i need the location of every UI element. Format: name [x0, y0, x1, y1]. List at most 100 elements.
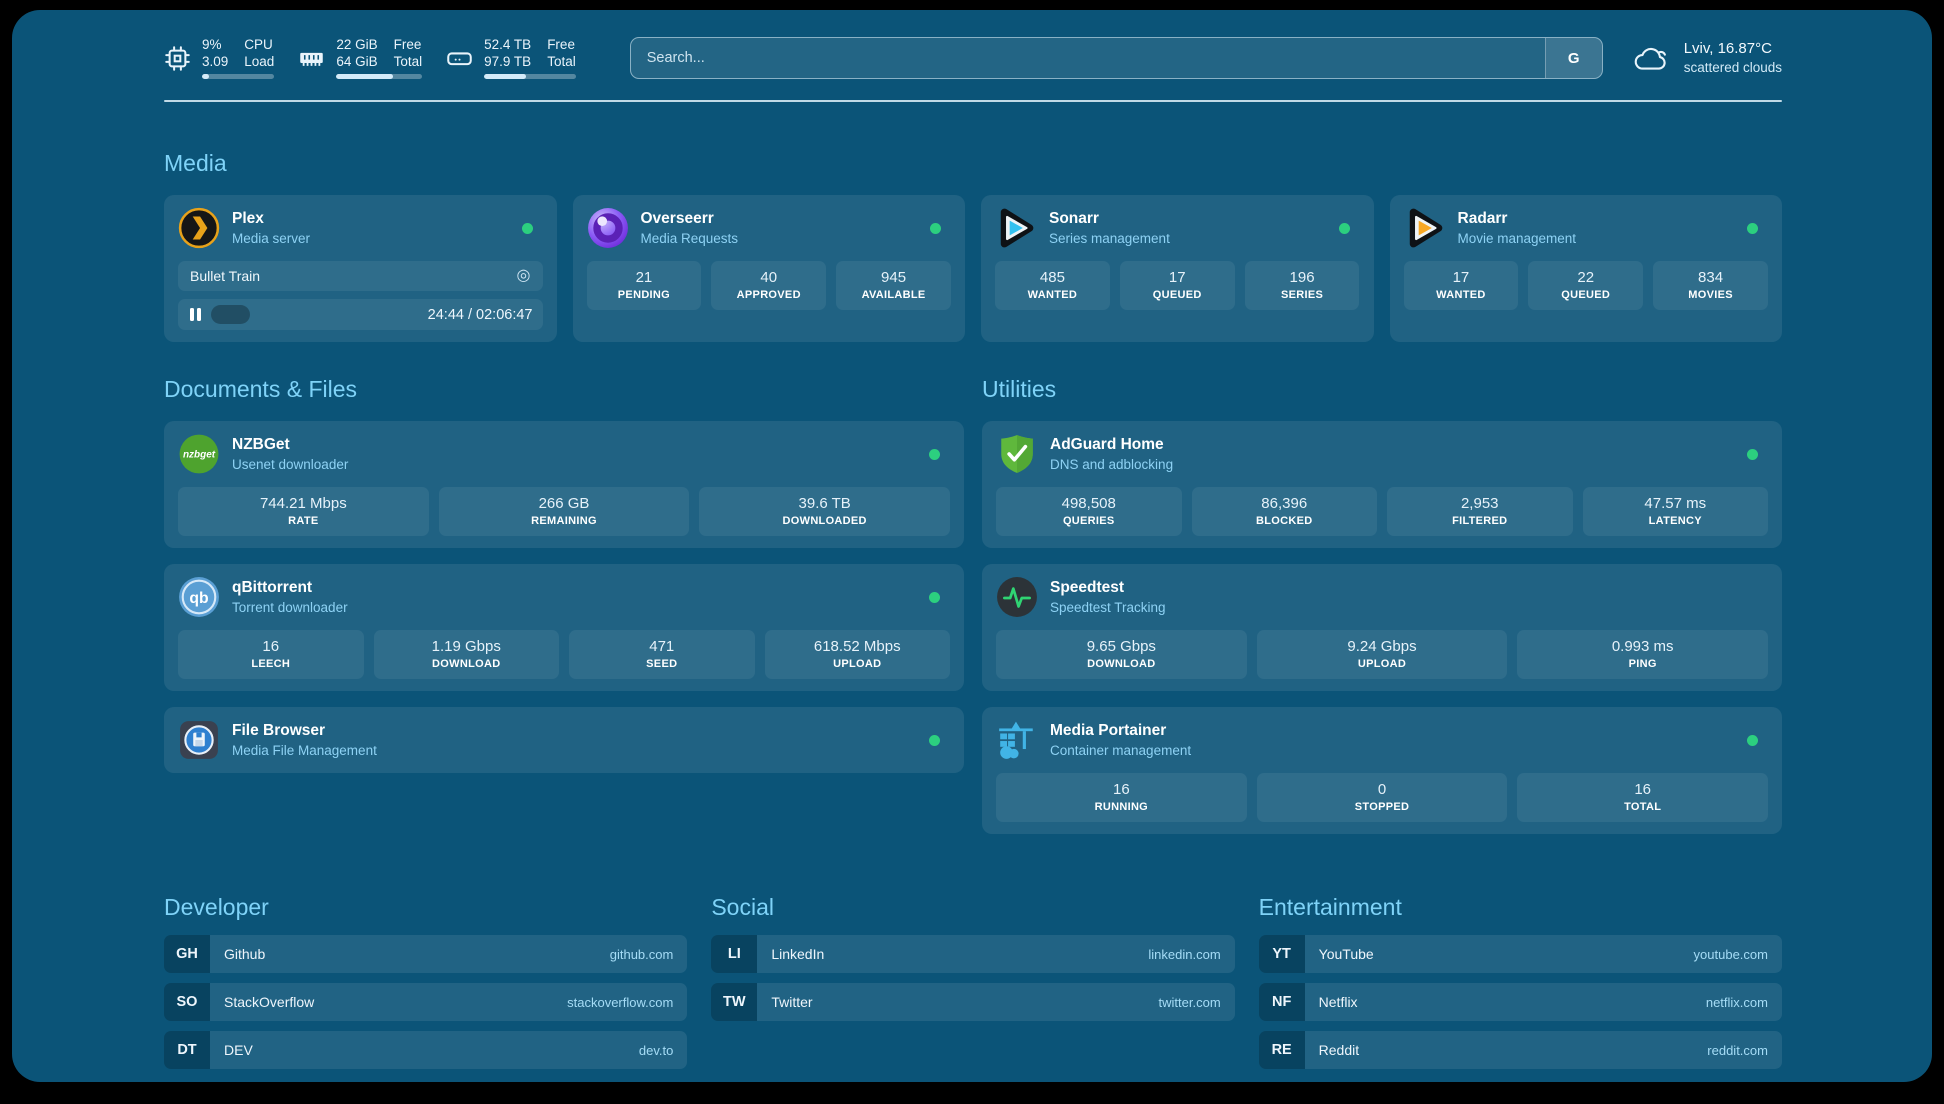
stat-label: STOPPED [1354, 801, 1410, 813]
speedtest-service-link[interactable]: Speedtest Speedtest Tracking [996, 576, 1768, 618]
bookmark-netflix[interactable]: NF Netflix netflix.com [1258, 983, 1782, 1021]
bookmark-abbr: DT [164, 1031, 210, 1069]
qbittorrent-card: qb qBittorrent Torrent downloader 16 LEE… [164, 564, 964, 691]
service-subtitle: Media server [232, 230, 311, 246]
stat-ping: 0.993 ms PING [1517, 630, 1769, 679]
bookmark-domain: linkedin.com [1148, 946, 1221, 962]
bookmark-stackoverflow[interactable]: SO StackOverflow stackoverflow.com [164, 983, 688, 1021]
speedtest-card: Speedtest Speedtest Tracking 9.65 Gbps D… [982, 564, 1782, 691]
status-dot [521, 222, 533, 234]
nzbget-icon: nzbget [178, 433, 220, 475]
service-name: Plex [232, 210, 264, 228]
stat-rate: 744.21 Mbps RATE [178, 487, 429, 536]
stat-label: MOVIES [1688, 289, 1733, 301]
stat-label: UPLOAD [833, 658, 882, 670]
system-resources: 9% 3.09 CPU Load 22 GiB 64 GiB Free Total [164, 37, 600, 79]
filebrowser-service-link[interactable]: File Browser Media File Management [178, 719, 950, 761]
weather-summary: Lviv, 16.87°C [1683, 40, 1772, 58]
stat-available: 945 AVAILABLE [836, 261, 951, 310]
stat-blocked: 86,396 BLOCKED [1191, 487, 1377, 536]
bookmark-abbr: RE [1258, 1031, 1305, 1069]
bookmark-reddit[interactable]: RE Reddit reddit.com [1258, 1031, 1782, 1069]
stat-value: 0 [1377, 781, 1387, 798]
bookmark-abbr: YT [1258, 935, 1305, 973]
stat-value: 16 [1634, 781, 1652, 798]
qbittorrent-service-link[interactable]: qb qBittorrent Torrent downloader [178, 576, 950, 618]
topbar-divider [164, 100, 1782, 102]
disk-icon [447, 51, 472, 65]
service-name: Overseerr [640, 210, 714, 228]
stat-value: 744.21 Mbps [259, 495, 347, 512]
stat-value: 22 [1577, 269, 1595, 286]
dashboard-screen: 9% 3.09 CPU Load 22 GiB 64 GiB Free Total [12, 10, 1932, 1082]
stat-wanted: 485 WANTED [995, 261, 1110, 310]
stat-stopped: 0 STOPPED [1256, 773, 1508, 822]
bookmark-twitter[interactable]: TW Twitter twitter.com [711, 983, 1235, 1021]
bookmark-youtube[interactable]: YT YouTube youtube.com [1258, 935, 1782, 973]
service-name: Speedtest [1050, 579, 1125, 597]
nzbget-service-link[interactable]: nzbget NZBGet Usenet downloader [178, 433, 950, 475]
sonarr-service-link[interactable]: Sonarr Series management [995, 207, 1360, 249]
stat-label: LEECH [251, 658, 291, 670]
stat-value: 266 GB [538, 495, 590, 512]
bookmark-abbr: SO [164, 983, 210, 1021]
bookmark-linkedin[interactable]: LI LinkedIn linkedin.com [711, 935, 1235, 973]
plex-service-link[interactable]: Plex Media server [178, 207, 543, 249]
search-input[interactable] [630, 38, 1545, 78]
service-subtitle: Media File Management [232, 742, 377, 758]
overseerr-service-link[interactable]: Overseerr Media Requests [587, 207, 952, 249]
pause-button[interactable] [188, 306, 203, 323]
bookmark-domain: netflix.com [1705, 994, 1768, 1010]
stat-label: FILTERED [1452, 515, 1508, 527]
bookmark-name: YouTube [1318, 946, 1374, 962]
status-dot [1747, 222, 1758, 234]
stat-value: 39.6 TB [798, 495, 851, 512]
filebrowser-card: File Browser Media File Management [164, 707, 964, 773]
adguard-service-link[interactable]: AdGuard Home DNS and adblocking [996, 433, 1768, 475]
stat-value: 618.52 Mbps [813, 638, 901, 655]
section-title-entertainment: Entertainment [1258, 894, 1402, 920]
cpu-load-value: 3.09 [202, 53, 229, 69]
memory-icon [300, 52, 324, 66]
portainer-service-link[interactable]: Media Portainer Container management [996, 719, 1768, 761]
adguard-card: AdGuard Home DNS and adblocking 498,508 … [982, 421, 1782, 548]
cpu-usage: 9% [202, 37, 222, 53]
stat-downloaded: 39.6 TB DOWNLOADED [699, 487, 951, 536]
service-name: NZBGet [232, 436, 290, 454]
stat-movies: 834 MOVIES [1653, 261, 1768, 310]
service-subtitle: Speedtest Tracking [1050, 599, 1166, 615]
bookmark-group-social: Social LI LinkedIn linkedin.com TW Twitt… [711, 894, 1235, 1079]
bookmark-dev[interactable]: DT DEV dev.to [164, 1031, 688, 1069]
stat-label: SERIES [1280, 289, 1324, 301]
service-subtitle: Container management [1050, 742, 1192, 758]
cloud-icon [1634, 47, 1666, 70]
stat-label: WANTED [1027, 289, 1078, 301]
search-provider-button[interactable]: G [1544, 38, 1602, 78]
stat-label: DOWNLOAD [1087, 658, 1156, 670]
radarr-service-link[interactable]: Radarr Movie management [1404, 207, 1769, 249]
memory-progressbar [336, 73, 423, 79]
stat-seed: 471 SEED [569, 630, 755, 679]
topbar: 9% 3.09 CPU Load 22 GiB 64 GiB Free Total [164, 34, 1782, 82]
bookmark-name: Github [224, 946, 266, 962]
disk-total-label: Total [547, 53, 576, 69]
stat-value: 21 [635, 269, 653, 286]
cpu-icon [165, 45, 190, 71]
bookmark-group-developer: Developer GH Github github.com SO StackO… [164, 894, 688, 1079]
portainer-icon [996, 719, 1038, 761]
media-grid: Plex Media server Bullet Train ◎ 24:44 /… [164, 195, 1782, 342]
status-dot [1747, 734, 1758, 746]
stat-wanted: 17 WANTED [1403, 261, 1519, 310]
stat-upload: 9.24 Gbps UPLOAD [1256, 630, 1508, 679]
bookmark-name: Reddit [1318, 1042, 1360, 1058]
stat-label: RATE [288, 515, 319, 527]
bookmark-github[interactable]: GH Github github.com [164, 935, 688, 973]
stat-label: SEED [646, 658, 678, 670]
stat-label: QUEUED [1561, 289, 1611, 301]
camera-icon: ◎ [516, 267, 531, 284]
stat-download: 9.65 Gbps DOWNLOAD [996, 630, 1247, 679]
status-dot [929, 448, 940, 460]
stat-label: PING [1628, 658, 1657, 670]
seek-track[interactable] [210, 305, 420, 324]
overseerr-icon [587, 207, 629, 249]
